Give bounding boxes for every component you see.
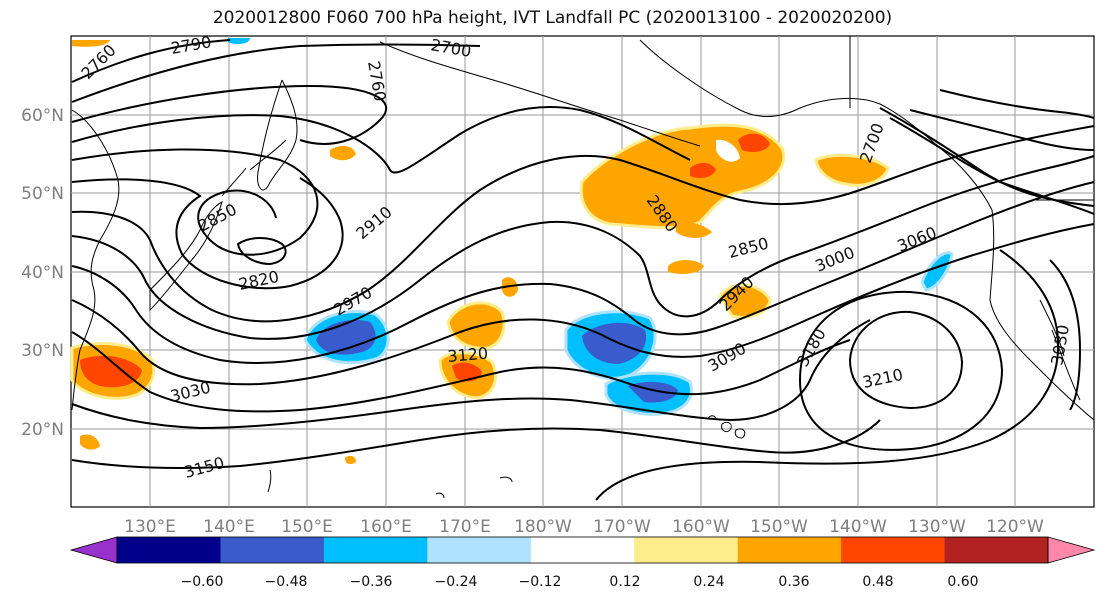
lat-label: 40°N: [21, 263, 64, 283]
lon-label: 120°W: [986, 517, 1044, 537]
colorbar-outline: [116, 536, 1049, 564]
lat-label: 30°N: [21, 341, 64, 361]
colorbar-swatch: [737, 537, 842, 563]
colorbar-extend-max: [1047, 536, 1096, 564]
colorbar-tick-label: −0.12: [519, 574, 562, 590]
colorbar-swatch: [530, 537, 635, 563]
colorbar-swatches: [69, 536, 1096, 564]
colorbar-swatch: [944, 537, 1049, 563]
lon-label: 170°E: [439, 517, 491, 537]
latitude-labels: 60°N 50°N 40°N 30°N 20°N: [21, 106, 64, 440]
coastlines: [71, 36, 1095, 499]
colorbar-swatch: [841, 537, 946, 563]
colorbar-swatch: [634, 537, 739, 563]
lat-label: 60°N: [21, 106, 64, 126]
lon-label: 170°W: [593, 517, 651, 537]
colorbar-swatch: [220, 537, 325, 563]
colorbar-swatch: [117, 537, 221, 563]
lon-label: 180°W: [514, 517, 572, 537]
lat-label: 20°N: [21, 420, 64, 440]
colorbar-extend-min: [69, 536, 118, 564]
colorbar-tick-label: 0.48: [862, 574, 893, 590]
lon-label: 130°W: [908, 517, 966, 537]
colorbar-tick-label: 0.36: [778, 574, 809, 590]
colorbar-tick-label: 0.60: [947, 574, 978, 590]
lat-label: 50°N: [21, 184, 64, 204]
lon-label: 150°W: [750, 517, 808, 537]
lon-label: 140°E: [203, 517, 255, 537]
lon-label: 160°E: [360, 517, 412, 537]
colorbar-tick-label: −0.36: [350, 574, 393, 590]
colorbar-tick-label: −0.24: [435, 574, 478, 590]
colorbar-tick-label: 0.12: [609, 574, 640, 590]
colorbar-ticks: −0.60 −0.48 −0.36 −0.24 −0.12 0.12 0.24 …: [181, 574, 979, 590]
lon-label: 150°E: [281, 517, 333, 537]
colorbar-tick-label: −0.60: [181, 574, 224, 590]
map-panel: 2760 2790 2700 2760 2850 2910 2820 2970 …: [70, 32, 1095, 508]
lon-label: 160°W: [672, 517, 730, 537]
map-title: 2020012800 F060 700 hPa height, IVT Land…: [212, 8, 893, 28]
colorbar: −0.60 −0.48 −0.36 −0.24 −0.12 0.12 0.24 …: [69, 536, 1096, 590]
colorbar-tick-label: 0.24: [693, 574, 724, 590]
lon-label: 130°E: [124, 517, 176, 537]
longitude-labels: 130°E 140°E 150°E 160°E 170°E 180°W 170°…: [124, 517, 1044, 537]
height-contours: [71, 39, 1095, 501]
colorbar-swatch: [427, 537, 532, 563]
contour-label: 3120: [447, 344, 489, 366]
colorbar-tick-label: −0.48: [265, 574, 308, 590]
lon-label: 140°W: [829, 517, 887, 537]
graticule: [71, 36, 1094, 507]
colorbar-swatch: [323, 537, 428, 563]
